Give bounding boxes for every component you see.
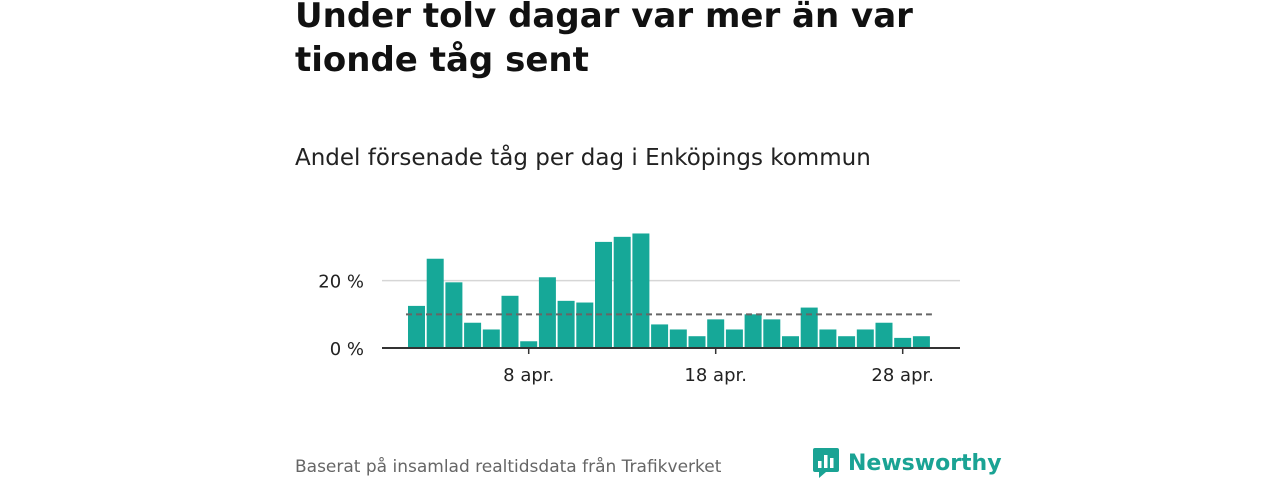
bar <box>426 258 444 348</box>
bar <box>838 336 856 348</box>
bar <box>894 337 912 348</box>
x-tick-label: 8 apr. <box>503 365 554 386</box>
x-tick-label: 28 apr. <box>871 365 934 386</box>
bar <box>688 336 706 348</box>
bar <box>445 282 463 348</box>
bar <box>557 300 575 348</box>
x-tick-label: 18 apr. <box>684 365 747 386</box>
bar <box>501 295 519 348</box>
bar <box>651 324 669 348</box>
bar <box>912 336 930 348</box>
bar <box>875 322 893 348</box>
bar <box>800 307 818 348</box>
bar <box>464 322 482 348</box>
bar <box>819 329 837 348</box>
bar <box>744 314 762 348</box>
y-tick-label: 20 % <box>318 272 364 293</box>
bar-chart: 0 % 20 % 8 apr. 18 apr. 28 apr. <box>280 200 980 400</box>
chart-title: Under tolv dagar var mer än var tionde t… <box>295 0 913 80</box>
source-note: Baserat på insamlad realtidsdata från Tr… <box>295 457 722 477</box>
bar <box>613 236 631 348</box>
brand-name: Newsworthy <box>848 450 1002 476</box>
bar <box>576 302 594 348</box>
bar <box>669 329 687 348</box>
bar <box>408 305 425 348</box>
y-tick-label: 0 % <box>330 339 364 360</box>
newsworthy-logo: Newsworthy <box>812 446 1002 480</box>
bar <box>595 241 612 348</box>
bar <box>520 341 538 348</box>
bar <box>782 336 799 348</box>
bar-chart-svg: 0 % 20 % 8 apr. 18 apr. 28 apr. <box>318 233 960 386</box>
newsworthy-logo-icon <box>813 448 839 478</box>
bar <box>707 319 725 348</box>
bar <box>725 329 743 348</box>
bar <box>482 329 500 348</box>
bar <box>538 277 556 348</box>
bar <box>632 233 650 348</box>
bar <box>763 319 781 348</box>
chart-subtitle: Andel försenade tåg per dag i Enköpings … <box>295 145 871 171</box>
bar <box>856 329 874 348</box>
